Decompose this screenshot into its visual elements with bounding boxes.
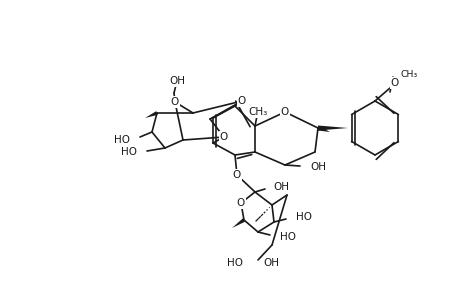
Text: O: O <box>232 170 241 180</box>
Text: CH₃: CH₃ <box>400 70 417 79</box>
Text: HO: HO <box>114 135 130 145</box>
Text: HO: HO <box>121 147 137 157</box>
Text: HO: HO <box>280 232 295 242</box>
Text: HO: HO <box>295 212 311 222</box>
Text: OH: OH <box>309 162 325 172</box>
Text: O: O <box>280 107 289 117</box>
Text: OH: OH <box>168 76 185 86</box>
Text: O: O <box>236 198 245 208</box>
Text: OH: OH <box>263 258 279 268</box>
Text: HO: HO <box>226 258 242 268</box>
Text: O: O <box>237 96 246 106</box>
Text: CH₃: CH₃ <box>248 107 267 117</box>
Polygon shape <box>317 126 329 132</box>
Polygon shape <box>317 125 347 130</box>
Text: O: O <box>219 132 228 142</box>
Text: O: O <box>170 97 179 107</box>
Polygon shape <box>145 111 157 118</box>
Text: O: O <box>390 78 398 88</box>
Polygon shape <box>231 218 245 228</box>
Text: OH: OH <box>272 182 288 192</box>
